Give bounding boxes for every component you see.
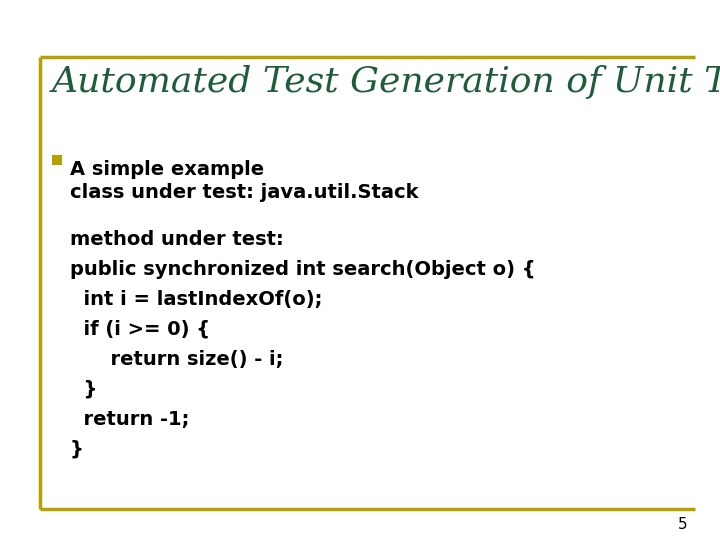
Text: int i = lastIndexOf(o);: int i = lastIndexOf(o); (70, 290, 322, 309)
Text: 5: 5 (678, 517, 688, 532)
Text: A simple example: A simple example (70, 160, 264, 179)
Text: method under test:: method under test: (70, 230, 284, 249)
Text: }: } (70, 440, 84, 459)
Bar (52, 155, 62, 165)
Text: public synchronized int search(Object o) {: public synchronized int search(Object o)… (70, 260, 535, 279)
Text: return size() - i;: return size() - i; (70, 350, 283, 369)
Text: Automated Test Generation of Unit Tests: Automated Test Generation of Unit Tests (52, 65, 720, 99)
Text: class under test: java.util.Stack: class under test: java.util.Stack (70, 183, 418, 202)
Text: return -1;: return -1; (70, 410, 189, 429)
Text: if (i >= 0) {: if (i >= 0) { (70, 320, 210, 339)
Text: }: } (70, 380, 97, 399)
